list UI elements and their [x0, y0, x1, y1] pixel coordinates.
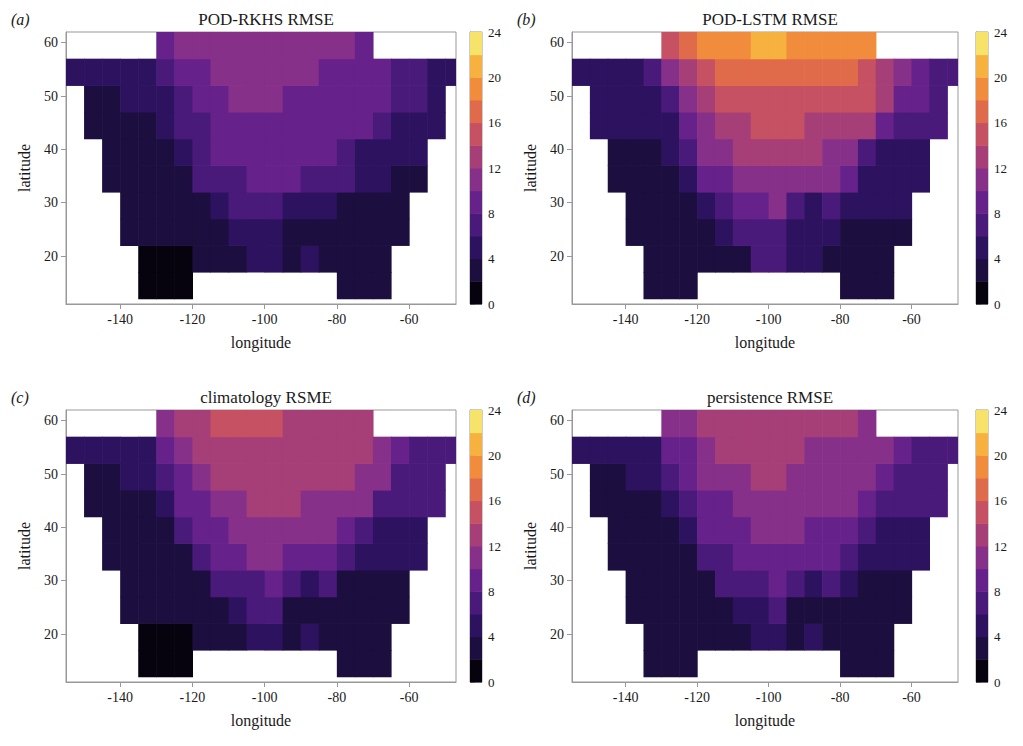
svg-text:20: 20 [44, 249, 58, 264]
svg-text:20: 20 [994, 70, 1007, 85]
svg-text:24: 24 [994, 403, 1008, 418]
svg-text:8: 8 [488, 584, 495, 599]
svg-text:longitude: longitude [735, 712, 795, 730]
svg-text:(c): (c) [11, 389, 29, 407]
svg-text:-100: -100 [252, 690, 278, 705]
svg-text:60: 60 [550, 413, 564, 428]
svg-text:30: 30 [44, 195, 58, 210]
svg-text:12: 12 [994, 539, 1007, 554]
svg-text:-140: -140 [613, 690, 639, 705]
svg-text:30: 30 [44, 573, 58, 588]
svg-text:-140: -140 [107, 690, 133, 705]
svg-text:8: 8 [994, 584, 1001, 599]
svg-text:-80: -80 [327, 312, 346, 327]
svg-text:30: 30 [550, 573, 564, 588]
svg-text:16: 16 [994, 493, 1008, 508]
svg-text:50: 50 [550, 89, 564, 104]
svg-text:-140: -140 [613, 312, 639, 327]
svg-text:POD-RKHS RMSE: POD-RKHS RMSE [198, 10, 334, 29]
svg-text:-80: -80 [327, 690, 346, 705]
svg-text:0: 0 [488, 675, 495, 690]
svg-text:0: 0 [994, 297, 1001, 312]
svg-text:4: 4 [994, 629, 1001, 644]
svg-text:40: 40 [44, 520, 58, 535]
svg-text:40: 40 [44, 142, 58, 157]
svg-text:longitude: longitude [735, 334, 795, 352]
svg-text:-100: -100 [756, 690, 782, 705]
svg-text:60: 60 [44, 413, 58, 428]
svg-text:-120: -120 [684, 690, 710, 705]
svg-text:50: 50 [44, 467, 58, 482]
svg-text:4: 4 [488, 251, 495, 266]
svg-text:-100: -100 [252, 312, 278, 327]
svg-text:50: 50 [550, 467, 564, 482]
svg-text:(d): (d) [517, 389, 536, 407]
svg-text:-60: -60 [400, 312, 419, 327]
svg-text:8: 8 [994, 206, 1001, 221]
svg-text:20: 20 [550, 249, 564, 264]
svg-text:12: 12 [488, 539, 501, 554]
svg-text:(b): (b) [517, 11, 536, 29]
svg-text:20: 20 [994, 448, 1007, 463]
svg-text:20: 20 [488, 70, 501, 85]
svg-text:20: 20 [550, 627, 564, 642]
svg-text:-120: -120 [180, 312, 206, 327]
svg-text:latitude: latitude [522, 144, 539, 192]
svg-text:longitude: longitude [231, 712, 291, 730]
svg-text:60: 60 [550, 35, 564, 50]
svg-text:4: 4 [488, 629, 495, 644]
svg-text:4: 4 [994, 251, 1001, 266]
svg-text:POD-LSTM RMSE: POD-LSTM RMSE [702, 10, 838, 29]
svg-text:24: 24 [488, 25, 502, 40]
svg-text:-60: -60 [400, 690, 419, 705]
svg-text:-100: -100 [756, 312, 782, 327]
svg-text:60: 60 [44, 35, 58, 50]
svg-text:40: 40 [550, 142, 564, 157]
svg-text:-60: -60 [902, 312, 921, 327]
svg-text:8: 8 [488, 206, 495, 221]
svg-text:40: 40 [550, 520, 564, 535]
svg-text:latitude: latitude [16, 522, 33, 570]
svg-text:24: 24 [488, 403, 502, 418]
svg-text:climatology RSME: climatology RSME [200, 388, 332, 407]
svg-text:(a): (a) [11, 11, 30, 29]
svg-text:persistence RMSE: persistence RMSE [707, 388, 833, 407]
svg-text:20: 20 [44, 627, 58, 642]
svg-text:latitude: latitude [16, 144, 33, 192]
svg-text:30: 30 [550, 195, 564, 210]
svg-text:-60: -60 [902, 690, 921, 705]
svg-text:20: 20 [488, 448, 501, 463]
svg-text:16: 16 [488, 115, 502, 130]
svg-text:16: 16 [994, 115, 1008, 130]
svg-text:-80: -80 [831, 690, 850, 705]
svg-text:24: 24 [994, 25, 1008, 40]
svg-text:-80: -80 [831, 312, 850, 327]
svg-text:-120: -120 [684, 312, 710, 327]
svg-text:longitude: longitude [231, 334, 291, 352]
svg-text:50: 50 [44, 89, 58, 104]
svg-text:0: 0 [488, 297, 495, 312]
svg-text:latitude: latitude [522, 522, 539, 570]
svg-text:-120: -120 [180, 690, 206, 705]
svg-text:12: 12 [488, 161, 501, 176]
svg-text:16: 16 [488, 493, 502, 508]
svg-text:0: 0 [994, 675, 1001, 690]
svg-text:12: 12 [994, 161, 1007, 176]
svg-text:-140: -140 [107, 312, 133, 327]
